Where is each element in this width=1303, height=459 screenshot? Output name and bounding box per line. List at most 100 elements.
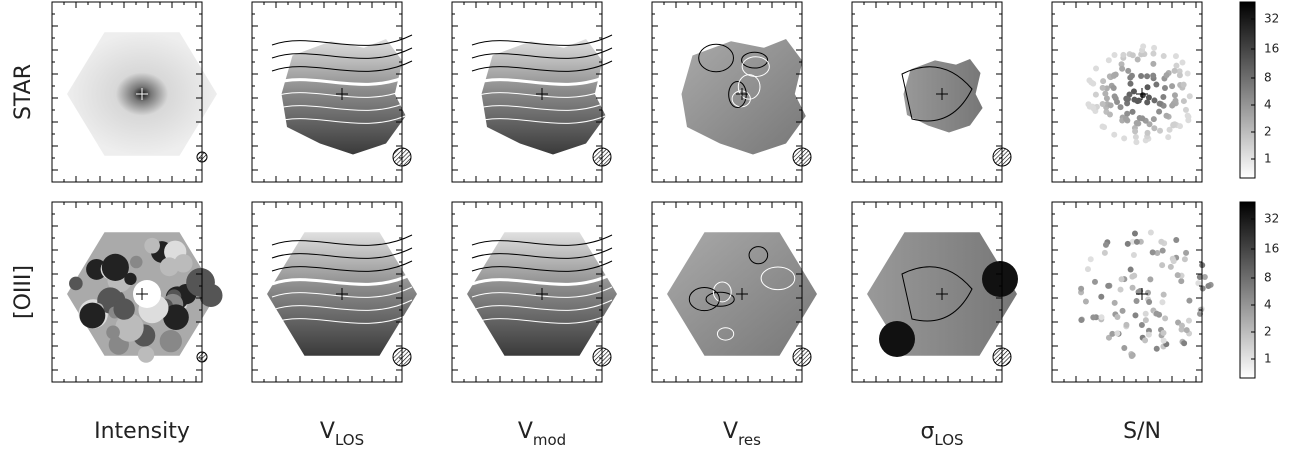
sn-bin [1140,43,1147,50]
map-panel [51,201,223,383]
sn-bin [1085,101,1092,108]
column-label: Vres [723,419,761,449]
sn-bin [1131,96,1138,103]
sn-bin [1118,276,1125,283]
sn-bin [1154,249,1161,256]
colorbar-tick-label: 8 [1264,71,1272,85]
center-cross [336,88,348,100]
panel-ticks [652,2,802,182]
sn-bin [1078,316,1085,323]
contour [271,99,413,111]
sn-bin [1101,124,1108,131]
contour [471,60,613,72]
sn-bin [1180,98,1187,105]
sn-bin [1130,88,1137,95]
sn-bin [1139,92,1146,99]
column-label-subscript: LOS [335,431,364,449]
sn-bin [1110,85,1117,92]
contour [741,56,770,78]
sn-bin [1195,280,1202,287]
sn-bin [1196,273,1203,280]
contour [271,72,413,86]
sn-bin [1153,310,1160,317]
contour [748,246,769,265]
sn-bin [1138,73,1145,80]
panel-frame [251,1,403,183]
colorbar-tick-label: 2 [1264,125,1272,139]
column-label-main: S/N [1123,419,1161,444]
sn-bin [1146,121,1153,128]
sn-bin [1183,327,1190,334]
sn-bin [1087,256,1094,263]
sn-bin [1121,135,1128,142]
contour [271,86,413,98]
column-label-main: V [518,419,533,444]
sn-bin [1181,340,1188,347]
sn-bin [1142,310,1149,317]
sn-bin [1142,317,1149,324]
sn-bin [1082,298,1089,305]
sn-bin [1172,97,1179,104]
sn-bin [1184,70,1191,77]
sn-bin [1205,283,1212,290]
sn-bin [1173,236,1180,243]
sn-bin [1163,112,1170,119]
panel-ticks [252,2,402,182]
sn-bin [1098,293,1105,300]
sn-bin [1117,104,1124,111]
sn-bin [1160,337,1167,344]
sn-bin [1102,90,1109,97]
sn-bin [1139,115,1146,122]
sn-bin [1161,85,1168,92]
center-cross [736,288,748,300]
sn-bin [1124,240,1131,247]
sn-bin [1090,314,1097,321]
panel-ticks [52,2,202,182]
sn-bin [1129,284,1136,291]
row-label: STAR [11,64,36,120]
sn-bin [1111,52,1118,59]
colorbar-tick-label: 32 [1264,212,1279,226]
column-label: Intensity [94,419,190,444]
contour [471,234,613,246]
column-label-main: Intensity [94,419,190,444]
contour [271,47,413,59]
sn-bin [1181,256,1188,263]
sn-bin [1102,241,1109,248]
center-cross [536,288,548,300]
sn-bin [1182,106,1189,113]
colorbar-tick-label: 4 [1264,298,1272,312]
column-label-subscript: res [738,431,761,449]
contour [271,112,413,124]
contour [741,51,769,69]
panel-ticks [852,202,1002,382]
sn-bin [1127,266,1134,273]
map-blob [79,302,106,329]
map-blob [101,253,129,281]
sn-bin [1107,102,1114,109]
sn-bin [1162,315,1169,322]
sn-bin [1150,50,1157,57]
contour [271,34,413,46]
sn-bin [1129,108,1136,115]
column-label: σLOS [920,419,963,449]
map-blob [137,346,155,363]
sn-bin [1172,53,1179,60]
panel-frame [51,201,203,383]
map-panel [51,1,217,183]
map-panel [251,201,417,383]
colorbar [1239,1,1256,179]
sn-bin [1150,72,1157,79]
sn-bin [1171,67,1178,74]
sn-bin [1144,129,1151,136]
map [281,39,406,155]
sn-bin [1103,95,1110,102]
sn-bin [1186,297,1193,304]
sn-bin [1150,60,1157,67]
sn-bin [1118,61,1125,68]
center-cross [936,288,948,300]
panel-ticks [52,202,202,382]
center-cross [136,288,148,300]
sn-bin [1120,51,1127,58]
sn-bin [1133,238,1140,245]
